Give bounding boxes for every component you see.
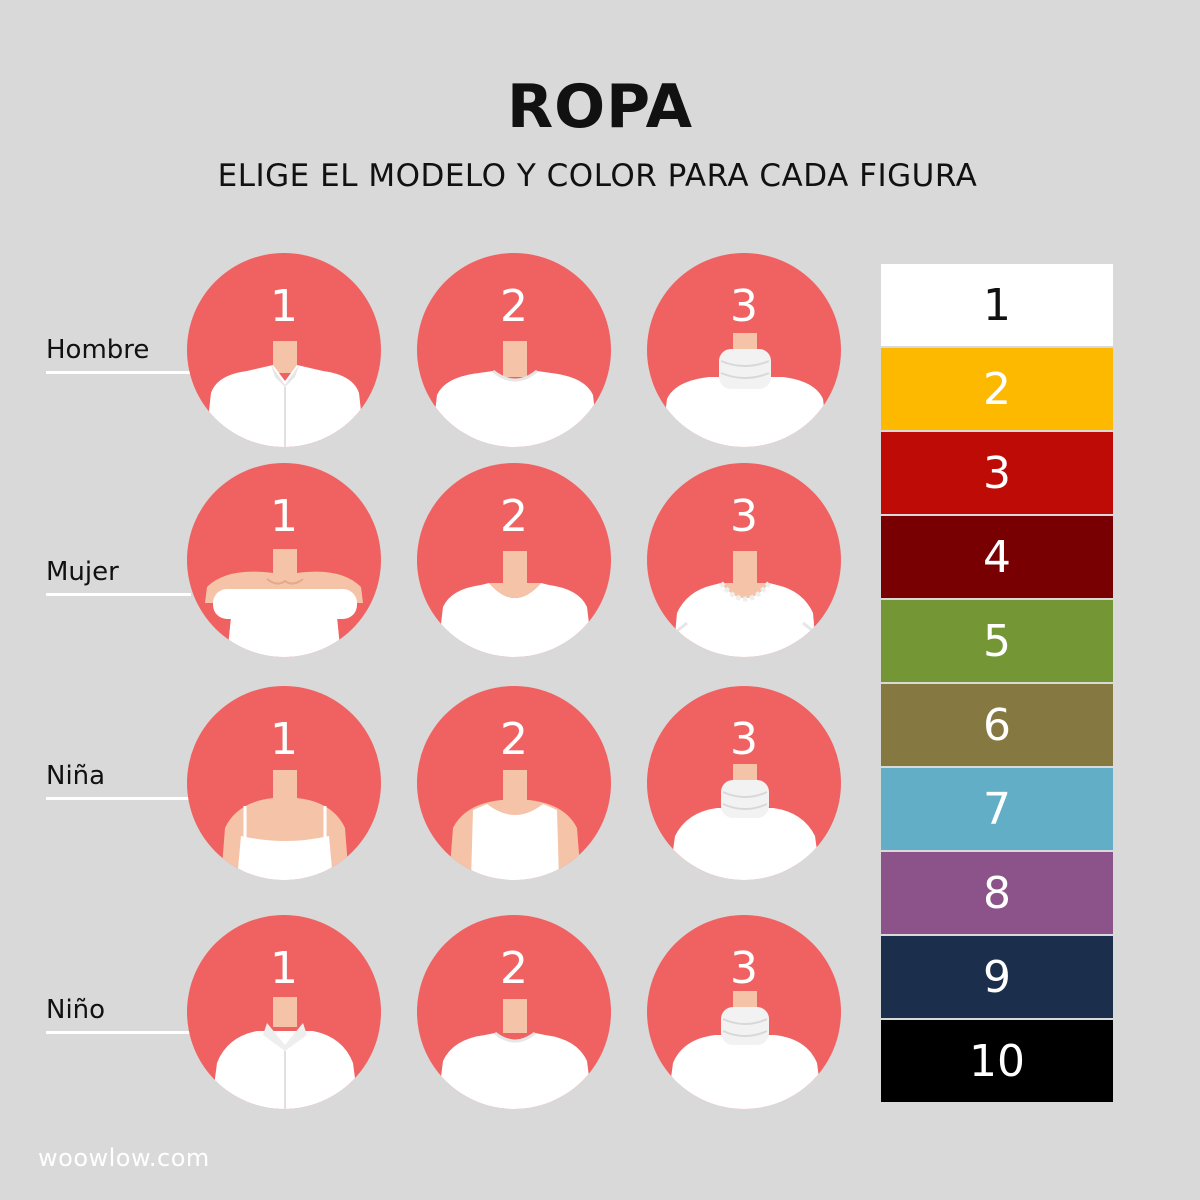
hombre-model-1[interactable]: 1	[187, 253, 381, 447]
nina-model-2[interactable]: 2	[417, 686, 611, 880]
row-label-nino: Niño	[46, 995, 191, 1034]
color-swatch-2[interactable]: 2	[881, 348, 1113, 430]
nina-model-3[interactable]: 3	[647, 686, 841, 880]
tank-top-icon	[449, 770, 581, 880]
color-swatch-7[interactable]: 7	[881, 768, 1113, 850]
turtleneck-icon	[669, 764, 821, 880]
model-number: 1	[270, 491, 298, 542]
scoop-neck-top-icon	[437, 551, 593, 657]
nino-model-3[interactable]: 3	[647, 915, 841, 1109]
nino-model-2[interactable]: 2	[417, 915, 611, 1109]
row-label-nina: Niña	[46, 761, 191, 800]
model-number: 3	[730, 943, 758, 994]
color-swatch-5[interactable]: 5	[881, 600, 1113, 682]
row-label-mujer: Mujer	[46, 557, 191, 596]
model-number: 3	[730, 491, 758, 542]
shirt-collar-icon	[205, 341, 365, 447]
camisole-top-icon	[221, 770, 349, 880]
footer-brand: woowlow.com	[38, 1144, 210, 1172]
lace-blouse-icon	[673, 551, 817, 657]
model-number: 3	[730, 281, 758, 332]
model-number: 1	[270, 714, 298, 765]
color-swatch-1[interactable]: 1	[881, 264, 1113, 346]
hombre-model-2[interactable]: 2	[417, 253, 611, 447]
nino-model-1[interactable]: 1	[187, 915, 381, 1109]
model-number: 1	[270, 943, 298, 994]
mujer-model-1[interactable]: 1	[187, 463, 381, 657]
model-number: 2	[500, 714, 528, 765]
color-swatch-10[interactable]: 10	[881, 1020, 1113, 1102]
model-number: 2	[500, 491, 528, 542]
mujer-model-3[interactable]: 3	[647, 463, 841, 657]
model-number: 1	[270, 281, 298, 332]
turtleneck-icon	[667, 991, 823, 1109]
page-subtitle: ELIGE EL MODELO Y COLOR PARA CADA FIGURA	[217, 158, 978, 194]
off-shoulder-top-icon	[205, 549, 363, 657]
model-number: 2	[500, 943, 528, 994]
color-swatch-4[interactable]: 4	[881, 516, 1113, 598]
nina-model-1[interactable]: 1	[187, 686, 381, 880]
color-swatch-9[interactable]: 9	[881, 936, 1113, 1018]
color-swatch-6[interactable]: 6	[881, 684, 1113, 766]
mujer-model-2[interactable]: 2	[417, 463, 611, 657]
turtleneck-icon	[661, 333, 829, 447]
crewneck-shirt-icon	[437, 999, 593, 1109]
model-number: 3	[730, 714, 758, 765]
row-label-hombre: Hombre	[46, 335, 191, 374]
crewneck-shirt-icon	[431, 341, 599, 447]
color-swatch-8[interactable]: 8	[881, 852, 1113, 934]
page-title: ROPA	[506, 72, 694, 142]
color-swatch-3[interactable]: 3	[881, 432, 1113, 514]
polo-shirt-icon	[211, 997, 359, 1109]
model-number: 2	[500, 281, 528, 332]
hombre-model-3[interactable]: 3	[647, 253, 841, 447]
